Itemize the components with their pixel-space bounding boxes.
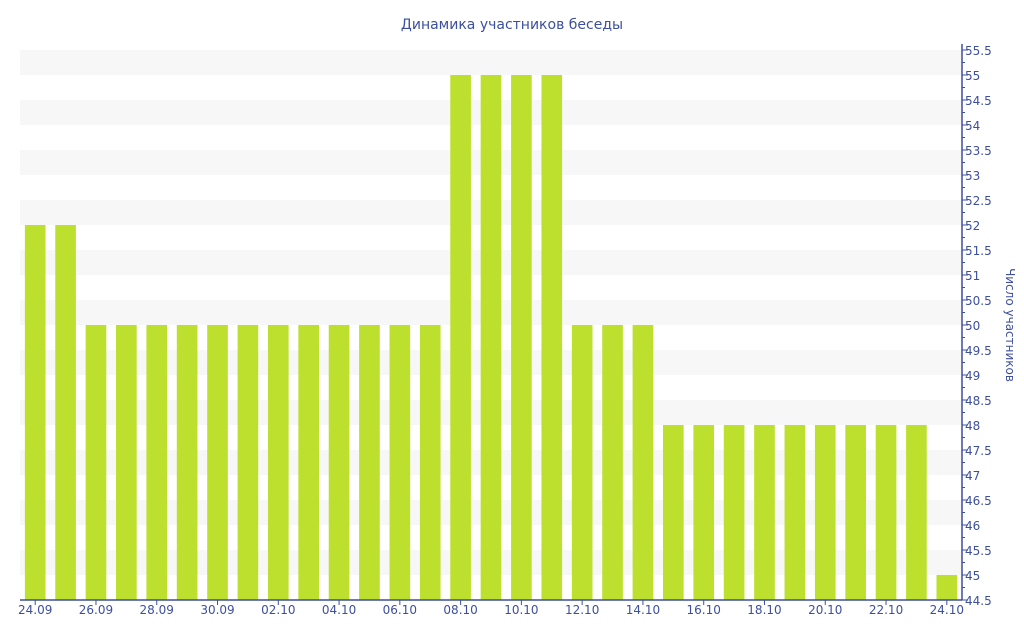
bar-14.10 <box>632 325 654 600</box>
bar-30.09 <box>207 325 228 600</box>
y-tick-label: 49.5 <box>965 344 992 358</box>
y-tick-label: 54 <box>965 119 980 133</box>
y-tick-label: 45.5 <box>965 544 992 558</box>
y-tick-label: 45 <box>965 569 980 583</box>
x-tick-label: 10.10 <box>504 603 538 617</box>
y-tick-label: 52.5 <box>965 194 992 208</box>
bar-20.10 <box>814 425 836 600</box>
bar-23.10 <box>906 425 927 600</box>
bar-05.10 <box>359 325 380 600</box>
y-tick-label: 44.5 <box>965 594 992 608</box>
bar-10.10 <box>511 75 532 600</box>
y-tick-label: 46 <box>965 519 980 533</box>
bar-01.10 <box>237 325 259 600</box>
bar-27.09 <box>116 325 137 600</box>
y-tick-label: 50.5 <box>965 294 992 308</box>
y-tick-label: 48 <box>965 419 980 433</box>
x-tick-label: 28.09 <box>140 603 174 617</box>
y-tick-label: 52 <box>965 219 980 233</box>
x-tick-label: 24.09 <box>18 603 52 617</box>
y-tick-label: 46.5 <box>965 494 992 508</box>
bar-11.10 <box>541 75 563 600</box>
bar-03.10 <box>298 325 320 600</box>
bar-06.10 <box>389 325 411 600</box>
x-tick-label: 30.09 <box>200 603 234 617</box>
bar-26.09 <box>85 325 107 600</box>
x-tick-label: 12.10 <box>565 603 599 617</box>
bar-19.10 <box>784 425 806 600</box>
bar-18.10 <box>754 425 775 600</box>
bar-02.10 <box>267 325 289 600</box>
bar-16.10 <box>693 425 715 600</box>
bar-15.10 <box>662 425 684 600</box>
bar-28.09 <box>146 325 168 600</box>
y-tick-label: 47.5 <box>965 444 992 458</box>
y-tick-label: 51.5 <box>965 244 992 258</box>
x-tick-label: 06.10 <box>383 603 417 617</box>
y-axis-label: Число участников <box>1003 268 1017 382</box>
x-tick-label: 20.10 <box>808 603 842 617</box>
axes: 44.5 45 45.5 46 46.5 47 47.5 48 48.5 49 49.5 50 50.5… <box>18 44 992 617</box>
y-tick-label: 50 <box>965 319 980 333</box>
x-tick-label: 04.10 <box>322 603 356 617</box>
bar-21.10 <box>845 425 866 600</box>
y-tick-label: 51 <box>965 269 980 283</box>
y-tick-label: 49 <box>965 369 980 383</box>
y-tick-label: 55 <box>965 69 980 83</box>
x-tick-label: 18.10 <box>747 603 781 617</box>
bar-25.09 <box>55 225 76 600</box>
x-tick-label: 16.10 <box>687 603 721 617</box>
bar-24.09 <box>24 225 46 600</box>
chart-title: Динамика участников беседы <box>401 17 623 33</box>
x-tick-label: 24.10 <box>930 603 964 617</box>
bar-29.09 <box>176 325 198 600</box>
bar-04.10 <box>328 325 350 600</box>
x-tick-label: 22.10 <box>869 603 903 617</box>
bar-08.10 <box>450 75 471 600</box>
y-tick-label: 53.5 <box>965 144 992 158</box>
y-tick-label: 48.5 <box>965 394 992 408</box>
bar-12.10 <box>571 325 593 600</box>
grid-band <box>20 50 962 75</box>
x-tick-label: 02.10 <box>261 603 295 617</box>
bar-22.10 <box>875 425 897 600</box>
y-tick-label: 54.5 <box>965 94 992 108</box>
x-tick-label: 08.10 <box>443 603 477 617</box>
y-tick-label: 55.5 <box>965 44 992 58</box>
bar-17.10 <box>723 425 745 600</box>
x-tick-label: 26.09 <box>79 603 113 617</box>
bar-07.10 <box>419 325 441 600</box>
bar-13.10 <box>602 325 623 600</box>
bar-09.10 <box>480 75 502 600</box>
y-tick-label: 53 <box>965 169 980 183</box>
bars <box>24 75 958 600</box>
y-tick-label: 47 <box>965 469 980 483</box>
bar-24.10 <box>936 575 958 600</box>
x-tick-label: 14.10 <box>626 603 660 617</box>
